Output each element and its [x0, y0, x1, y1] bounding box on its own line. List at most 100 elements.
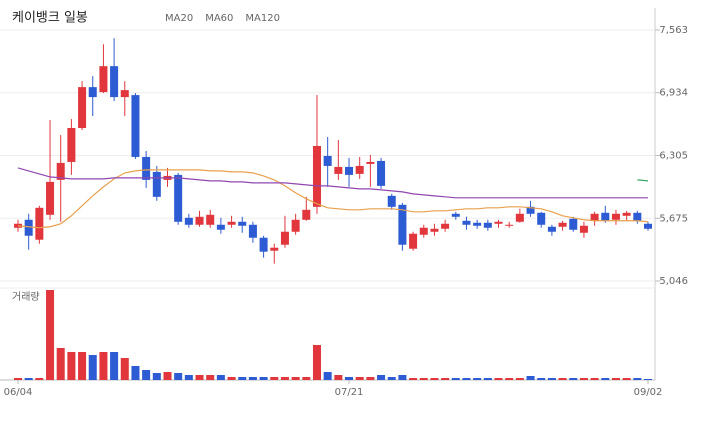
volume-bar: [142, 370, 151, 380]
volume-bar: [259, 377, 268, 380]
volume-bar: [195, 375, 204, 380]
candle-body: [227, 221, 236, 225]
legend-entry: MA60: [205, 13, 233, 24]
volume-bar: [24, 378, 33, 380]
volume-bar: [366, 377, 375, 380]
volume-bar: [238, 377, 247, 380]
moving-average-line: [17, 167, 648, 199]
volume-bar: [120, 358, 129, 380]
moving-average-line: [637, 179, 649, 182]
volume-bar: [409, 378, 418, 380]
volume-bar: [35, 378, 44, 380]
candle-body: [515, 213, 524, 222]
candle-body: [611, 213, 620, 220]
candle-body: [280, 231, 289, 245]
candle-body: [505, 224, 514, 226]
volume-bar: [451, 378, 460, 380]
volume-bar: [291, 377, 300, 380]
candle-body: [291, 219, 300, 232]
candle-body: [558, 222, 567, 227]
candle-body: [398, 204, 407, 245]
volume-bar: [152, 373, 161, 380]
volume-bar: [174, 373, 183, 380]
candle-body: [152, 171, 161, 197]
volume-bar: [611, 378, 620, 380]
volume-bar: [494, 378, 503, 380]
volume-title: 거래량: [12, 291, 40, 303]
candle-body: [547, 226, 556, 232]
volume-bar: [131, 366, 140, 380]
candle-body: [462, 220, 471, 225]
volume-bar: [643, 379, 653, 380]
candle-body: [99, 66, 108, 93]
candle-body: [334, 166, 343, 174]
volume-bar: [377, 375, 386, 380]
volume-bar: [110, 352, 119, 380]
volume-bar: [441, 378, 450, 380]
volume-bar: [505, 378, 514, 380]
candle-body: [67, 128, 76, 162]
volume-bar: [622, 378, 631, 380]
candle-body: [35, 207, 44, 240]
candle-body: [110, 66, 119, 98]
volume-bar: [270, 377, 279, 380]
volume-bar: [537, 378, 546, 380]
legend-entry: MA20: [165, 13, 193, 24]
volume-bar: [419, 378, 428, 380]
candle-body: [46, 181, 55, 215]
candle-body: [579, 225, 588, 233]
volume-bar: [483, 378, 492, 380]
candle-body: [174, 174, 183, 222]
candle-body: [451, 213, 460, 217]
candle-body: [24, 219, 33, 236]
chart-title: 케이뱅크 일봉: [12, 11, 88, 26]
candle-body: [537, 212, 546, 225]
candle-body: [473, 222, 482, 226]
candle-body: [302, 209, 311, 220]
candle-body: [590, 213, 599, 221]
volume-bar: [579, 378, 588, 380]
volume-bar: [601, 378, 610, 380]
volume-bar: [590, 378, 599, 380]
candle-body: [441, 223, 450, 229]
candle-body: [131, 95, 140, 157]
candle-body: [323, 155, 332, 166]
volume-bar: [67, 352, 76, 380]
x-tick-label: 06/04: [4, 387, 33, 398]
candle-body: [377, 160, 386, 186]
candle-body: [270, 247, 279, 251]
candle-body: [312, 145, 321, 207]
volume-bar: [216, 375, 225, 380]
candle-body: [622, 212, 631, 216]
candle-body: [643, 223, 653, 229]
candle-body: [494, 221, 503, 224]
candle-body: [419, 227, 428, 235]
volume-bar: [248, 377, 257, 380]
candle-body: [216, 224, 225, 230]
candle-body: [601, 212, 610, 221]
x-tick-label: 09/02: [634, 387, 663, 398]
volume-bar: [56, 348, 65, 380]
volume-bar: [78, 352, 87, 380]
volume-bar: [334, 375, 343, 380]
volume-bar: [88, 355, 97, 380]
volume-bar: [526, 376, 535, 380]
y-tick-label: 5,046: [659, 276, 688, 287]
x-tick-label: 07/21: [335, 387, 364, 398]
volume-bar: [227, 377, 236, 380]
volume-bar: [46, 290, 55, 380]
candle-body: [184, 217, 193, 225]
candle-body: [78, 87, 87, 129]
candle-body: [355, 165, 364, 174]
volume-bar: [633, 378, 642, 380]
moving-average-line: [17, 169, 649, 229]
legend-entry: MA120: [245, 13, 280, 24]
candle-body: [633, 212, 642, 221]
candle-body: [259, 237, 268, 252]
volume-bar: [163, 372, 172, 380]
candle-body: [569, 218, 578, 230]
candle-body: [206, 214, 215, 225]
volume-bar: [345, 377, 354, 380]
